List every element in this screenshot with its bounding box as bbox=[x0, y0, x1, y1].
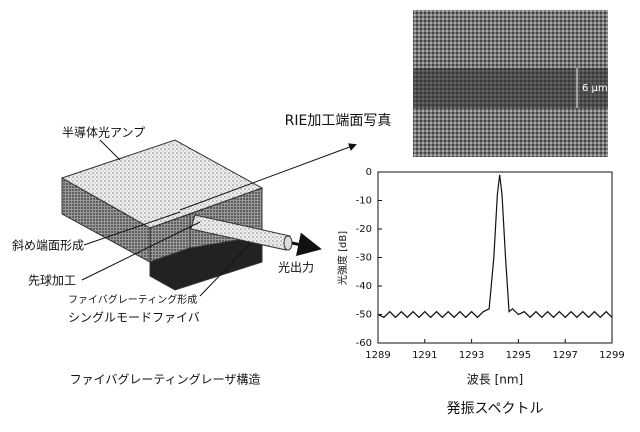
grating-label: ファイバグレーティング形成 bbox=[68, 293, 197, 306]
y-tick-label: -60 bbox=[356, 338, 372, 349]
spectrum-line bbox=[377, 174, 613, 319]
scale-label: 6 μm bbox=[582, 83, 608, 94]
fiber-label: シングルモードファイバ bbox=[68, 311, 200, 325]
output-label: 光出力 bbox=[278, 261, 314, 275]
y-tick-label: -10 bbox=[356, 196, 372, 207]
sem-layer bbox=[413, 68, 608, 108]
laser-structure bbox=[60, 139, 357, 297]
y-tick-label: 0 bbox=[366, 167, 372, 178]
y-tick-label: -30 bbox=[356, 253, 372, 264]
x-tick-label: 1299 bbox=[599, 350, 624, 361]
x-axis-label: 波長 [nm] bbox=[467, 373, 523, 387]
x-tick-label: 1291 bbox=[412, 350, 437, 361]
y-tick-label: -40 bbox=[356, 281, 372, 292]
amp-label: 半導体光アンプ bbox=[62, 126, 145, 140]
photo-title: RIE加工端面写真 bbox=[285, 113, 392, 129]
y-axis-label: 光強度 [dB] bbox=[336, 231, 349, 285]
x-tick-label: 1295 bbox=[506, 350, 531, 361]
y-tick-label: -50 bbox=[356, 310, 372, 321]
x-tick-label: 1289 bbox=[365, 350, 390, 361]
lens-label: 先球加工 bbox=[28, 274, 76, 288]
x-tick-label: 1297 bbox=[552, 350, 577, 361]
chart-title: 発振スペクトル bbox=[446, 401, 543, 417]
spectrum-chart: 波長 [nm] 光強度 [dB] 発振スペクトル 0 -10 -20 -30 -40 -5… bbox=[336, 167, 625, 417]
diagram-caption: ファイバグレーティングレーザ構造 bbox=[70, 373, 261, 387]
facet-label: 斜め端面形成 bbox=[12, 239, 84, 253]
x-tick-label: 1293 bbox=[459, 350, 484, 361]
y-tick-label: -20 bbox=[356, 224, 372, 235]
